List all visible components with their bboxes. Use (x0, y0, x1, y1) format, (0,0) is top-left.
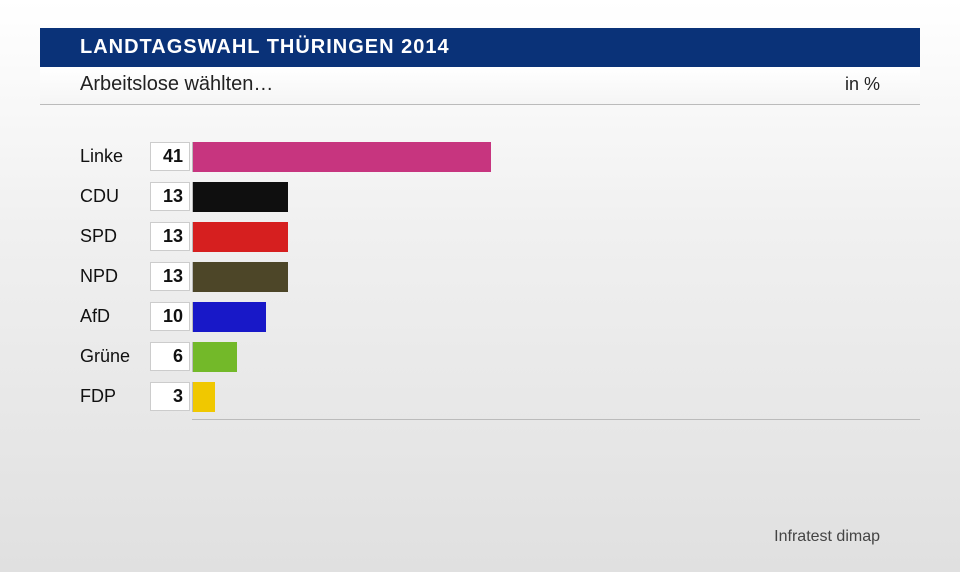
bar-track (192, 382, 920, 412)
bar-fill (193, 142, 491, 172)
party-label: FDP (80, 386, 150, 407)
chart-area: Linke41CDU13SPD13NPD13AfD10Grüne6FDP3 (80, 139, 920, 420)
value-cell: 41 (150, 142, 190, 171)
source-credit: Infratest dimap (774, 528, 880, 546)
party-label: Grüne (80, 346, 150, 367)
party-label: CDU (80, 186, 150, 207)
bar-fill (193, 222, 288, 252)
chart-row: Grüne6 (80, 339, 920, 374)
party-label: NPD (80, 266, 150, 287)
subtitle-row: Arbeitslose wählten… in % (40, 67, 920, 105)
chart-header-title: LANDTAGSWAHL THÜRINGEN 2014 (40, 28, 920, 67)
chart-row: FDP3 (80, 379, 920, 414)
value-cell: 13 (150, 182, 190, 211)
bar-track (192, 222, 920, 252)
baseline (192, 419, 920, 420)
chart-subtitle: Arbeitslose wählten… (80, 73, 273, 96)
value-cell: 13 (150, 222, 190, 251)
chart-row: NPD13 (80, 259, 920, 294)
party-label: SPD (80, 226, 150, 247)
bar-track (192, 302, 920, 332)
bar-track (192, 342, 920, 372)
bar-fill (193, 182, 288, 212)
bar-fill (193, 302, 266, 332)
chart-row: SPD13 (80, 219, 920, 254)
bar-track (192, 182, 920, 212)
chart-unit: in % (845, 74, 880, 95)
value-cell: 13 (150, 262, 190, 291)
chart-row: AfD10 (80, 299, 920, 334)
bar-fill (193, 382, 215, 412)
bar-fill (193, 262, 288, 292)
value-cell: 10 (150, 302, 190, 331)
party-label: AfD (80, 306, 150, 327)
bar-fill (193, 342, 237, 372)
bar-track (192, 142, 920, 172)
chart-row: CDU13 (80, 179, 920, 214)
chart-row: Linke41 (80, 139, 920, 174)
bar-track (192, 262, 920, 292)
value-cell: 6 (150, 342, 190, 371)
party-label: Linke (80, 146, 150, 167)
value-cell: 3 (150, 382, 190, 411)
